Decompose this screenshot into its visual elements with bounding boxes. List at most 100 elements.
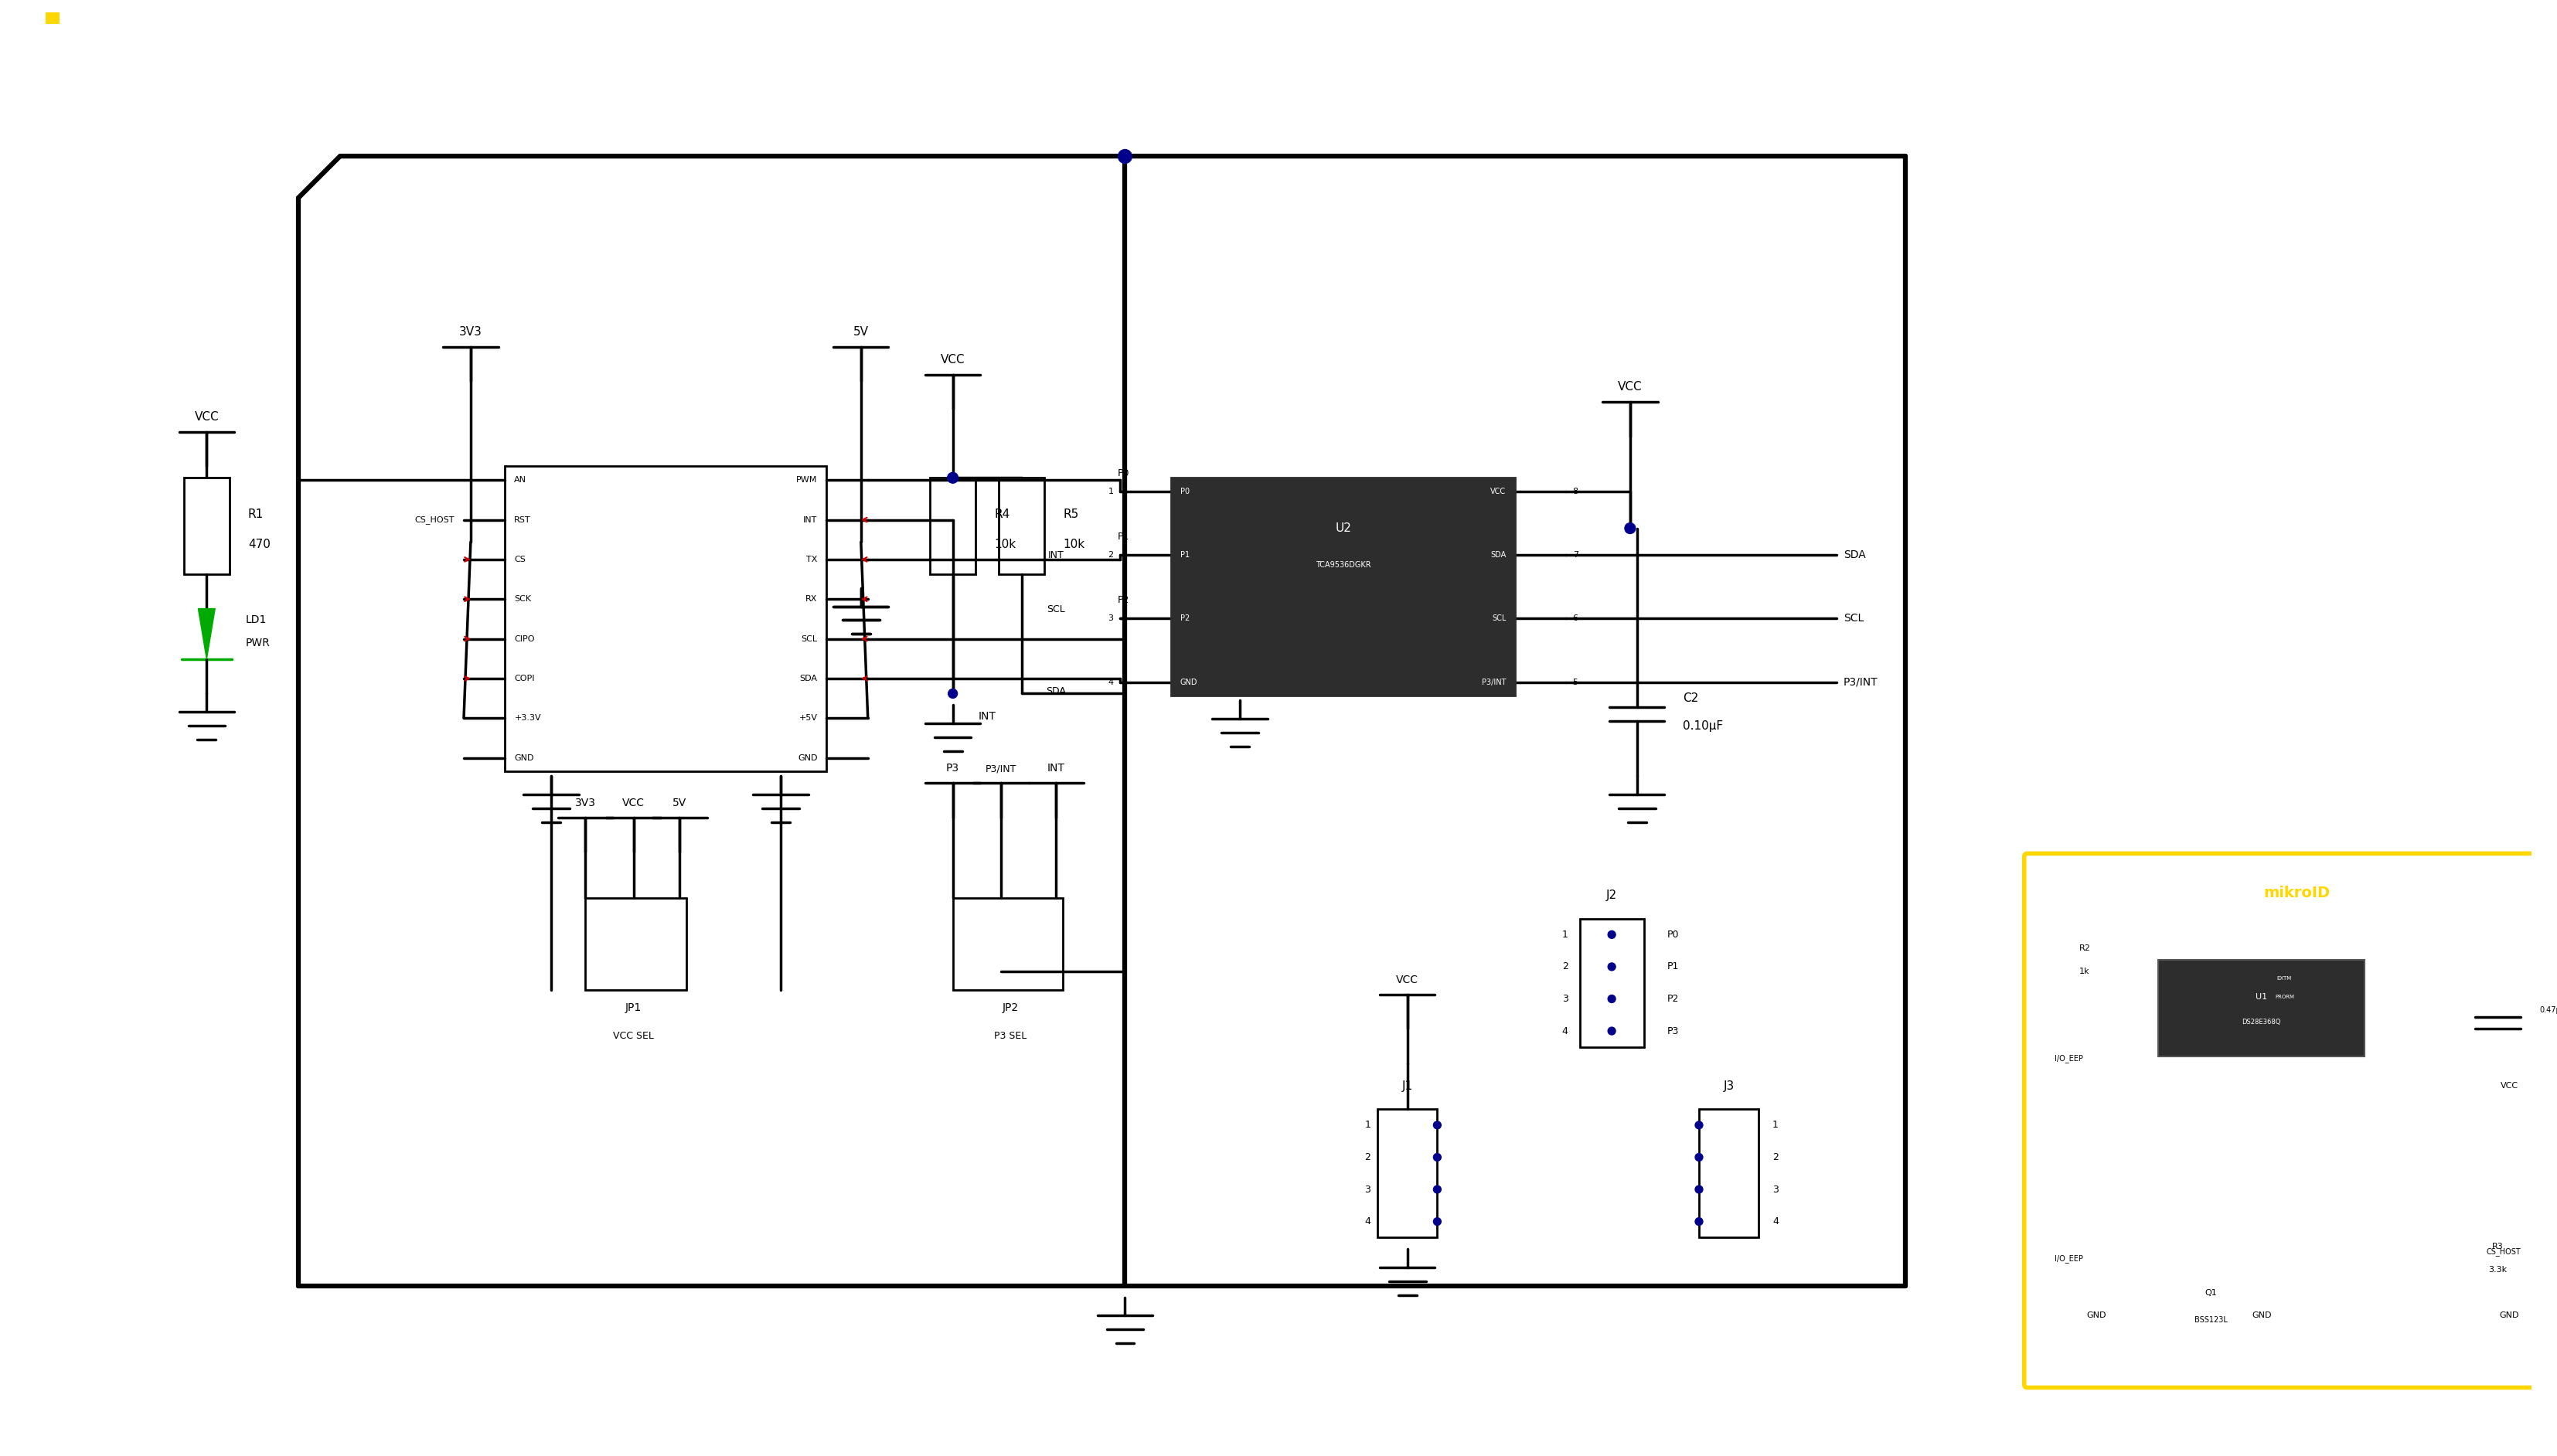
Polygon shape — [199, 609, 215, 660]
Bar — [2158, 960, 2365, 1056]
Circle shape — [1624, 523, 1636, 534]
Text: 2: 2 — [1365, 1152, 1371, 1162]
Text: P3/INT: P3/INT — [1481, 678, 1506, 686]
Text: 1: 1 — [1772, 1120, 1780, 1130]
Text: AN: AN — [514, 476, 527, 483]
Text: R5: R5 — [1064, 508, 1079, 520]
Text: 4: 4 — [1562, 1026, 1567, 1037]
Text: J2: J2 — [1606, 890, 1616, 901]
Text: 4: 4 — [1772, 1217, 1780, 1226]
Text: 4: 4 — [1107, 678, 1112, 686]
Text: INT: INT — [803, 515, 818, 524]
Text: JP2: JP2 — [1002, 1003, 1018, 1013]
Text: 5V: 5V — [854, 326, 869, 338]
Text: 3V3: 3V3 — [575, 798, 596, 808]
Circle shape — [1608, 1026, 1616, 1035]
Text: P3/INT: P3/INT — [1844, 677, 1879, 687]
Text: mikroID: mikroID — [2263, 885, 2329, 901]
Text: 3: 3 — [1772, 1184, 1780, 1194]
Text: R4: R4 — [995, 508, 1010, 520]
Text: 0.10μF: 0.10μF — [1683, 719, 1723, 731]
Text: P3 SEL: P3 SEL — [995, 1031, 1025, 1041]
Text: VCC: VCC — [2501, 1082, 2519, 1091]
Bar — [1000, 478, 1046, 574]
Circle shape — [1434, 1185, 1442, 1194]
Text: +3.3V: +3.3V — [514, 715, 542, 722]
Text: 1: 1 — [1107, 488, 1112, 495]
Bar — [586, 898, 685, 990]
Text: GND: GND — [2501, 1312, 2519, 1319]
Bar — [184, 478, 230, 574]
Circle shape — [1434, 1121, 1442, 1128]
Text: 1k: 1k — [2079, 967, 2089, 976]
Text: COPI: COPI — [514, 674, 534, 683]
Text: GND: GND — [798, 754, 818, 761]
Bar — [931, 478, 977, 574]
Text: CS: CS — [514, 556, 527, 563]
Circle shape — [949, 472, 959, 483]
Text: J1: J1 — [1401, 1080, 1414, 1092]
Bar — [1580, 919, 1644, 1047]
Text: EXTM: EXTM — [2276, 976, 2291, 980]
Text: 2: 2 — [1107, 552, 1112, 559]
Text: P0: P0 — [1667, 929, 1680, 939]
Text: 3: 3 — [1107, 614, 1112, 623]
Text: INT: INT — [979, 711, 997, 722]
Text: VCC: VCC — [1396, 974, 1419, 986]
Text: P1: P1 — [1667, 962, 1680, 971]
Text: 0.47μF: 0.47μF — [2539, 1006, 2557, 1015]
Text: SCL: SCL — [1491, 614, 1506, 623]
Circle shape — [949, 689, 956, 699]
Text: +5V: +5V — [798, 715, 818, 722]
Text: JP1: JP1 — [626, 1003, 642, 1013]
Text: P2: P2 — [1117, 596, 1130, 606]
Text: 2: 2 — [1772, 1152, 1780, 1162]
Text: U2: U2 — [1335, 523, 1350, 534]
Text: J3: J3 — [1723, 1080, 1734, 1092]
Text: VCC SEL: VCC SEL — [614, 1031, 655, 1041]
Text: GND: GND — [514, 754, 534, 761]
Text: 3V3: 3V3 — [460, 326, 483, 338]
Text: 4: 4 — [1365, 1217, 1371, 1226]
Text: 3.3k: 3.3k — [2488, 1265, 2508, 1274]
Text: C2: C2 — [1683, 693, 1698, 703]
Text: CS_HOST: CS_HOST — [2485, 1248, 2521, 1255]
Text: 10k: 10k — [1064, 539, 1084, 550]
Text: 10k: 10k — [995, 539, 1015, 550]
Text: P0: P0 — [1181, 488, 1189, 495]
Circle shape — [1434, 1217, 1442, 1226]
Text: R1: R1 — [248, 508, 263, 520]
Bar — [954, 898, 1064, 990]
Text: TX: TX — [805, 556, 818, 563]
Text: 470: 470 — [248, 539, 271, 550]
Bar — [46, 13, 59, 25]
Text: VCC: VCC — [941, 354, 964, 365]
Text: 1: 1 — [1562, 929, 1567, 939]
Text: LD1: LD1 — [245, 614, 266, 626]
Text: GND: GND — [2253, 1312, 2271, 1319]
Text: SDA: SDA — [800, 674, 818, 683]
Text: R2: R2 — [2079, 945, 2092, 952]
Text: SCK: SCK — [514, 596, 532, 603]
Text: SCL: SCL — [1844, 613, 1864, 625]
Text: P1: P1 — [1117, 531, 1130, 542]
Text: 1: 1 — [1365, 1120, 1371, 1130]
Text: P3: P3 — [1667, 1026, 1680, 1037]
Text: U1: U1 — [2255, 993, 2268, 1000]
Circle shape — [1608, 962, 1616, 971]
Circle shape — [1434, 1153, 1442, 1160]
Text: 7: 7 — [1573, 552, 1578, 559]
Text: SDA: SDA — [1046, 686, 1066, 696]
Text: I/O_EEP: I/O_EEP — [2053, 1054, 2084, 1063]
Text: VCC: VCC — [1491, 488, 1506, 495]
Text: INT: INT — [1048, 763, 1064, 775]
Text: PWR: PWR — [245, 638, 271, 648]
Text: RST: RST — [514, 515, 532, 524]
Bar — [506, 466, 826, 772]
Text: TCA9536DGKR: TCA9536DGKR — [1314, 561, 1371, 569]
Text: DS28E368Q: DS28E368Q — [2242, 1018, 2281, 1025]
Text: 8: 8 — [1573, 488, 1578, 495]
Circle shape — [1695, 1217, 1703, 1226]
Circle shape — [1117, 150, 1133, 163]
Text: 5: 5 — [1573, 678, 1578, 686]
